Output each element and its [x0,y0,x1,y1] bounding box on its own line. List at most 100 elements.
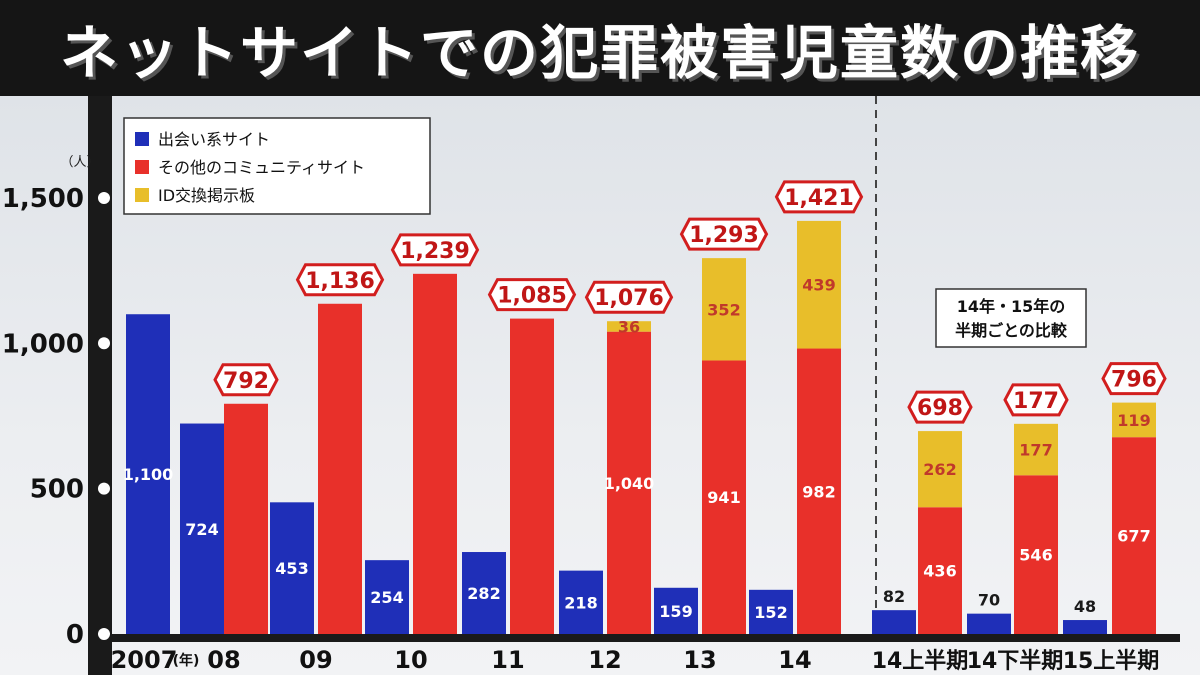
bar-deai-label: 282 [467,584,500,603]
total-callout-box [774,180,864,214]
bar-deai [654,587,698,634]
y-tick-label: 500 [30,475,84,505]
half-year-caption-line: 半期ごとの比較 [955,321,1068,340]
y-tick-label: 0 [66,620,84,650]
bar-id-label: 119 [1117,411,1150,430]
bar-id-label: 177 [1019,441,1052,460]
x-axis-baseline [88,634,1180,642]
bar-other-label: 1,040 [604,474,655,493]
total-callout-label: 1,421 [784,186,854,211]
half-year-caption-box [935,288,1087,348]
bar-deai [559,570,603,634]
bar-deai-label: 48 [1074,597,1096,616]
bar-id [702,258,746,361]
bar-other [918,507,962,634]
half-year-caption-line: 14年・15年の [957,297,1066,316]
x-tick-label: 08 [207,646,240,674]
bar-other [797,348,841,634]
bar-other [1014,475,1058,634]
bar-deai-label: 218 [564,593,597,612]
x-tick-label: 09 [299,646,332,674]
bar-id [1014,423,1058,476]
y-tick-label: 1,000 [2,329,84,359]
x-tick-unit: (年) [173,652,200,669]
y-axis-unit-label: （人） [60,155,99,170]
total-callout-box [679,217,769,251]
x-tick-label: 11 [491,646,524,674]
x-tick-label: 14上半期 [872,649,969,674]
bar-deai [462,552,506,634]
bar-deai-label: 159 [659,602,692,621]
bar-id [918,431,962,508]
legend-swatch [135,188,149,202]
total-callout-label: 1,239 [400,239,470,264]
bar-deai-label: 82 [883,587,905,606]
bar-other [318,303,362,634]
bar-deai [365,560,409,634]
bar-other-label: 941 [707,488,740,507]
bar-other [702,360,746,634]
total-callout-box [295,263,385,297]
y-axis-strip [88,96,112,675]
bar-deai [270,502,314,634]
bar-other [607,331,651,634]
bar-other [224,403,268,634]
total-callout-label: 698 [917,396,963,421]
bar-id [1112,402,1156,438]
total-callout-label: 1,293 [689,223,759,248]
bar-deai [180,423,224,634]
bar-other-label: 982 [802,482,835,501]
x-tick-label: 2007 [111,646,178,674]
y-tick-dot [98,628,110,640]
total-callout-label: 177 [1013,389,1059,414]
bar-deai [1063,620,1107,634]
bar-other [1112,437,1156,634]
total-callout-label: 796 [1111,368,1157,393]
total-callout-box [390,233,480,267]
x-tick-label: 14 [778,646,811,674]
legend-box [123,117,431,215]
y-tick-label: 1,500 [2,184,84,214]
y-tick-dot [98,482,110,495]
y-tick-dot [98,191,110,204]
total-callout-label: 1,085 [497,284,567,309]
x-tick-label: 14下半期 [967,649,1064,674]
x-tick-label: 12 [588,646,621,674]
bar-deai-label: 453 [275,559,308,578]
bar-deai-label: 70 [978,591,1000,610]
bar-deai-label: 1,100 [123,465,174,484]
bar-id-label: 262 [923,460,956,479]
bar-id [797,220,841,349]
bar-id-label: 36 [618,317,640,336]
legend-swatch [135,160,149,174]
bar-deai-label: 152 [754,603,787,622]
y-tick-dot [98,337,110,350]
total-callout-label: 1,136 [305,269,375,294]
total-callout-box [907,390,973,424]
bar-other-label: 436 [923,562,956,581]
bar-deai [749,589,793,634]
bar-deai [126,314,170,634]
total-callout-label: 1,076 [594,286,664,311]
legend-swatch [135,132,149,146]
legend-label: 出会い系サイト [158,130,270,149]
title-bar: ネットサイトでの犯罪被害児童数の推移 [0,0,1200,96]
total-callout-label: 792 [223,369,269,394]
bar-id-label: 439 [802,276,835,295]
total-callout-box [213,363,279,397]
bar-other [510,318,554,634]
x-tick-label: 15上半期 [1063,649,1160,674]
bar-deai-label: 254 [370,588,403,607]
bar-other-label: 546 [1019,546,1052,565]
bar-other [413,273,457,634]
bar-other-label: 677 [1117,527,1150,546]
bar-deai-label: 724 [185,520,218,539]
x-tick-label: 10 [394,646,427,674]
x-tick-label: 13 [683,646,716,674]
bar-deai [967,613,1011,634]
bar-deai [872,610,916,634]
total-callout-box [1101,362,1167,396]
bar-id [607,321,651,332]
bar-id-label: 352 [707,300,740,319]
chart-title: ネットサイトでの犯罪被害児童数の推移 [59,19,1140,87]
